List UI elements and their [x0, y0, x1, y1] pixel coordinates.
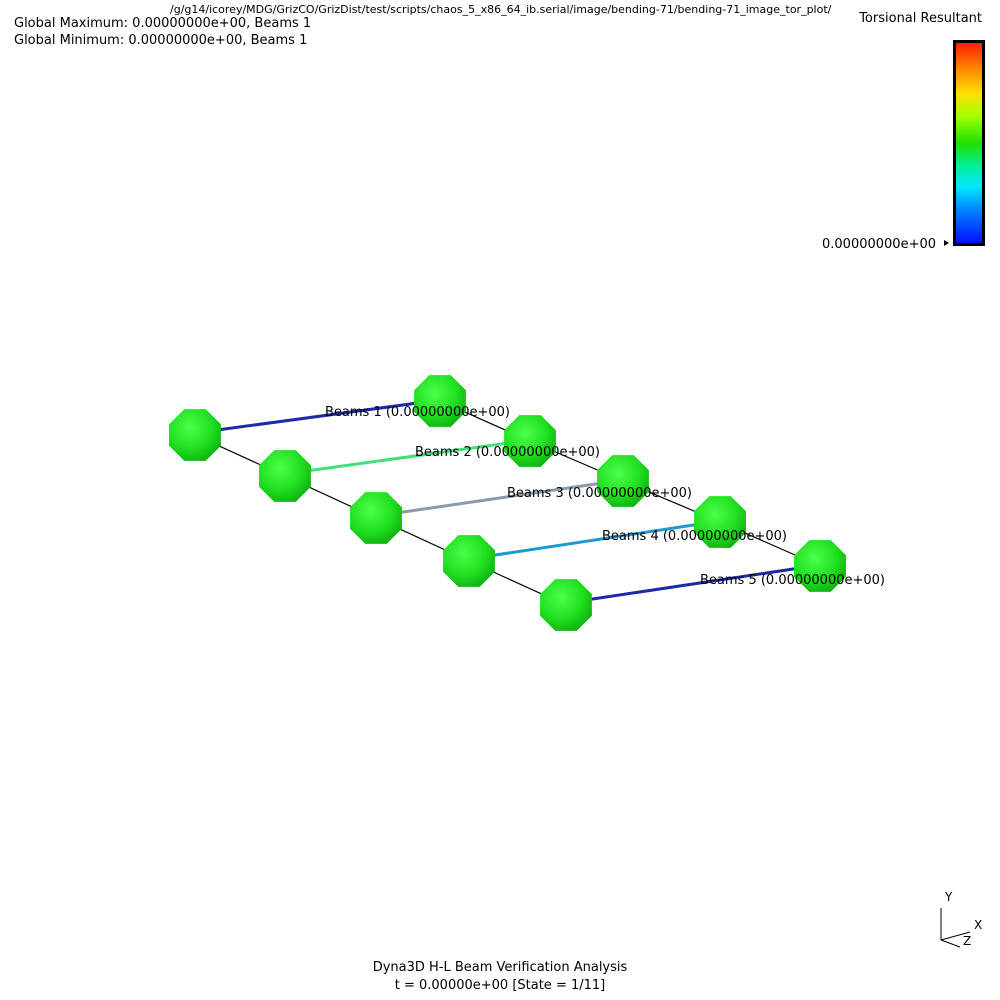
beam-node[interactable] — [504, 415, 556, 467]
beam-labels: Beams 1 (0.00000000e+00) Beams 2 (0.0000… — [325, 405, 885, 588]
beam-node[interactable] — [414, 375, 466, 427]
x-axis-label: X — [974, 918, 982, 932]
analysis-title: Dyna3D H-L Beam Verification Analysis — [372, 960, 628, 975]
state-time-label: t = 0.00000e+00 [State = 1/11] — [394, 978, 606, 993]
beam-3[interactable] — [375, 478, 624, 518]
beam-node[interactable] — [169, 409, 221, 461]
beam-node[interactable] — [794, 540, 846, 592]
beam-elements — [194, 398, 821, 605]
z-axis-label: Z — [963, 934, 971, 948]
beam-4-label: Beams 4 (0.00000000e+00) — [602, 529, 787, 544]
legend-min-value: 0.00000000e+00 — [822, 237, 937, 252]
y-axis-label: Y — [944, 890, 953, 904]
beam-2[interactable] — [284, 438, 531, 476]
beam-1-label: Beams 1 (0.00000000e+00) — [325, 405, 510, 420]
beam-2-label: Beams 2 (0.00000000e+00) — [415, 445, 600, 460]
global-maximum-label: Global Maximum: 0.00000000e+00, Beams 1 — [14, 16, 312, 31]
z-axis-line — [940, 939, 961, 948]
legend-title: Torsional Resultant — [859, 11, 982, 26]
beam-node[interactable] — [350, 492, 402, 544]
beam-nodes — [169, 375, 846, 631]
file-path-label: /g/g14/icorey/MDG/GrizCO/GrizDist/test/s… — [170, 3, 832, 16]
beam-node[interactable] — [597, 455, 649, 507]
beam-3-label: Beams 3 (0.00000000e+00) — [507, 486, 692, 501]
beam-4[interactable] — [468, 519, 721, 561]
beam-node[interactable] — [540, 579, 592, 631]
legend-pointer-icon — [944, 240, 949, 246]
beam-5-label: Beams 5 (0.00000000e+00) — [700, 573, 885, 588]
beam-node[interactable] — [259, 450, 311, 502]
x-axis-line — [940, 931, 971, 941]
global-minimum-label: Global Minimum: 0.00000000e+00, Beams 1 — [14, 33, 308, 48]
beam-node[interactable] — [443, 535, 495, 587]
beam-node[interactable] — [694, 496, 746, 548]
axis-triad — [940, 908, 971, 948]
beam-5[interactable] — [565, 563, 821, 605]
color-scale-bar — [953, 40, 985, 246]
beam-1[interactable] — [194, 398, 441, 435]
